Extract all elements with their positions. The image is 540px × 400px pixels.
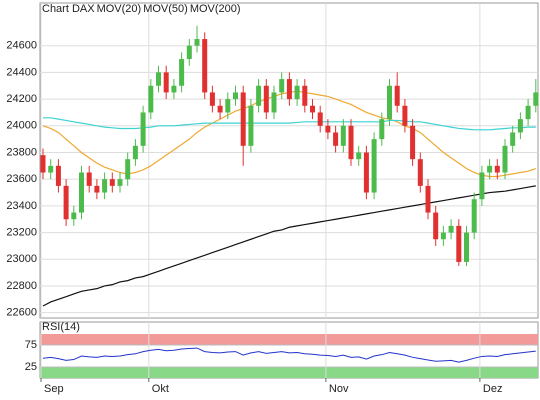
candle-body [387,85,392,120]
candle-body [240,92,246,146]
candle-body [310,105,315,113]
y-tick-label: 24400 [6,66,37,78]
x-tick-label: Okt [152,383,169,395]
candle-body [517,119,523,133]
candle-body [494,165,500,173]
candle-body [317,112,323,126]
moving-average [42,185,536,307]
candle-body [186,45,192,60]
candle-body [464,232,469,262]
candle-body [417,159,423,186]
candle-body [148,85,154,113]
candle-body [71,212,77,220]
y-tick-label: 23000 [6,253,37,265]
candle-body [79,172,84,213]
candle-body [279,79,285,93]
y-tick-label: 23600 [6,173,37,185]
candle-body [340,125,346,146]
candle-body [117,179,123,186]
candle-body [510,132,516,146]
candle-body [325,125,331,133]
legend: Chart DAX MOV(20) MOV(50) MOV(200) [42,3,241,15]
candle-body [448,225,454,233]
rsi-band-high [40,334,538,345]
candle-body [525,105,531,120]
candle-body [263,85,269,113]
candle-body [363,152,369,193]
candle-body [271,92,277,113]
candle-body [256,85,262,106]
candle-body [171,85,177,93]
candle-body [163,72,169,93]
candle-body [55,165,61,186]
candle-body [410,125,416,160]
candle-body [125,159,131,180]
candle-body [456,225,462,262]
legend-entry: MOV(20) [97,3,142,15]
y-tick-label: 23800 [6,146,37,158]
candle-body [233,92,238,100]
candle-body [533,92,539,106]
candle-body [209,92,215,106]
y-tick-label: 24200 [6,93,37,105]
x-tick-label: Nov [329,383,349,395]
candle-body [48,165,54,173]
candle-body [63,185,69,220]
candle-body [286,79,292,100]
candle-body [479,172,485,200]
candle-body [333,132,339,146]
rsi-band-low [40,367,538,378]
moving-average [43,117,536,131]
candle-body [402,105,408,126]
y-tick-label: 23400 [6,200,37,212]
candle-body [86,172,92,186]
legend-title: Chart DAX [42,3,95,15]
candle-body [487,165,493,173]
candle-body [425,185,431,213]
candle-body [348,125,354,160]
rsi-title: RSI(14) [42,321,80,333]
main-panel [39,2,539,319]
candle-body [194,39,200,46]
candle-body [140,112,146,146]
y-tick-label: 24600 [6,40,37,52]
candle-body [248,105,254,146]
candle-body [156,72,161,86]
candle-body [132,145,138,160]
candle-body [502,145,508,173]
rsi-line [42,347,536,363]
x-tick-label: Sep [44,383,64,395]
candle-body [109,179,115,186]
y-tick-label: 23200 [6,226,37,238]
y-tick-label: 25 [25,361,37,373]
x-tick-label: Dez [483,383,503,395]
candle-body [94,185,100,193]
candle-body [433,212,439,240]
candle-body [102,179,108,193]
y-tick-label: 75 [25,339,37,351]
candle-body [440,232,446,240]
legend-entry: MOV(200) [190,3,241,15]
candle-body [179,59,185,86]
candle-body [225,99,231,113]
y-tick-label: 22600 [6,307,37,319]
candle-body [40,155,46,173]
candle-body [294,85,300,100]
legend-entry: MOV(50) [143,3,188,15]
candle-body [302,85,308,106]
candle-body [371,139,377,193]
y-tick-label: 24000 [6,120,37,132]
plot: 22600 22800 23000 23200 23400 23600 23800 24000… [6,3,539,395]
candle-body [202,39,208,93]
candle-body [356,152,362,160]
candle-body [394,85,400,106]
candle-body [471,199,477,233]
candle-body [217,105,223,113]
y-tick-label: 22800 [6,280,37,292]
candle-body [379,119,385,140]
